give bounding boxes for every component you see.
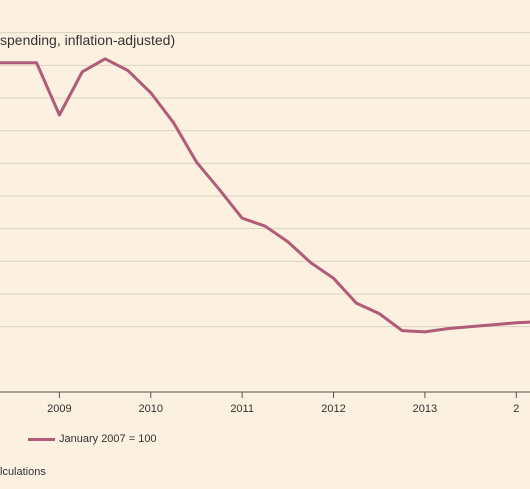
x-axis-tick-label: 2	[513, 403, 519, 415]
legend-label: January 2007 = 100	[59, 433, 157, 445]
legend-swatch	[28, 437, 55, 441]
chart-subtitle: spending, inflation-adjusted)	[0, 32, 176, 48]
chart-legend: January 2007 = 100	[28, 433, 157, 445]
x-axis-tick-labels: 2009 2010 2011 2012 2013 2	[47, 403, 519, 415]
x-axis-tick-label: 2011	[230, 403, 254, 415]
gridlines	[0, 32, 530, 328]
series-line	[0, 57, 530, 334]
x-axis-tick-label: 2009	[47, 403, 71, 415]
x-axis-ticks	[58, 392, 517, 398]
x-axis-tick-label: 2010	[139, 403, 163, 415]
x-axis-tick-label: 2013	[413, 403, 437, 415]
x-axis-tick-label: 2012	[321, 403, 345, 415]
source-note: lculations	[0, 466, 46, 478]
series-lines	[0, 57, 530, 334]
